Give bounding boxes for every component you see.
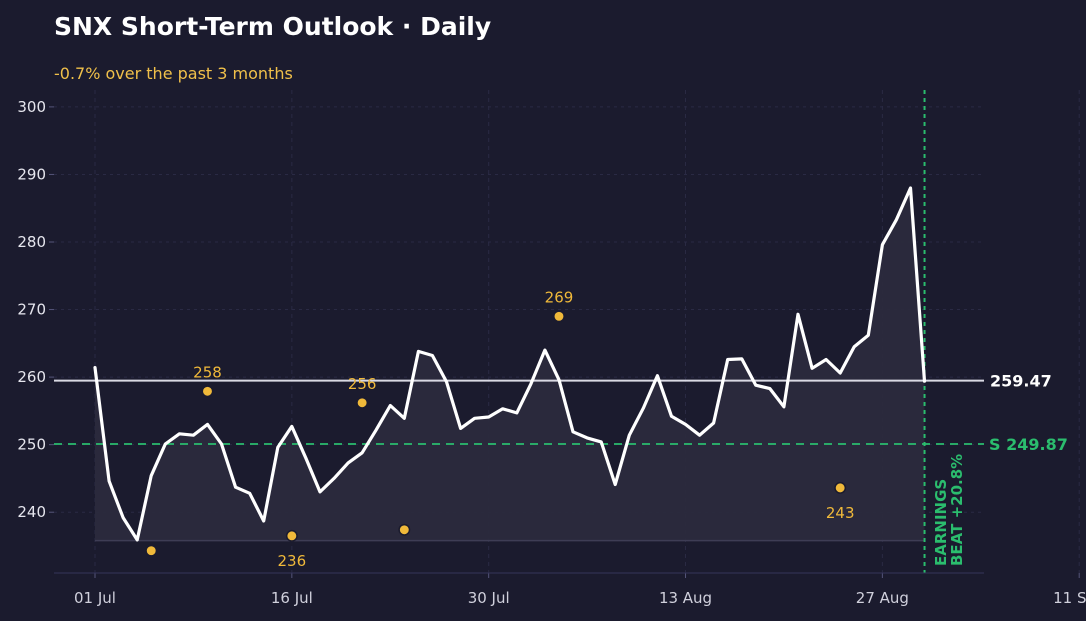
axes: 240 250 260 270 280 290 300 01 Jul 16 Jul 30 Jul 1… [17,98,1086,607]
point-label: 258 [193,363,222,381]
price-line-group [93,186,927,542]
y-tick-label: 290 [17,165,46,183]
point-label: 243 [826,504,855,522]
scatter-points: 258236256269243299 [145,288,855,570]
scatter-point [398,523,411,536]
scatter-point [145,544,158,557]
scatter-point [834,481,847,494]
event-label-line1: EARNINGS [932,479,950,566]
point-label: 256 [348,375,377,393]
y-tick-label: 300 [17,98,46,116]
scatter-point [553,310,565,323]
y-tick-label: 260 [17,368,46,386]
point-label: 269 [545,288,574,306]
mean-line-label: 259.47 [990,372,1052,391]
x-tick-label: 30 Jul [468,589,510,607]
y-tick-label: 240 [17,503,46,521]
scatter-point [201,385,214,398]
x-tick-label: 13 Aug [659,589,712,607]
y-tick-label: 270 [17,301,46,319]
support-line-label: S 249.87 [989,435,1068,454]
y-tick-label: 280 [17,233,46,251]
x-tick-label: 16 Jul [271,589,313,607]
x-tick-label: 11 Sep [1053,589,1086,607]
scatter-point [285,529,298,542]
event-label-line2: BEAT +20.8% [948,454,966,566]
y-tick-label: 250 [17,436,46,454]
point-label: 236 [278,552,307,570]
scatter-point [356,396,369,409]
price-line [93,186,927,542]
chart-title: SNX Short-Term Outlook · Daily [54,12,491,41]
chart-subtitle: -0.7% over the past 3 months [54,64,293,83]
x-tick-label: 27 Aug [856,589,909,607]
x-tick-label: 01 Jul [74,589,116,607]
